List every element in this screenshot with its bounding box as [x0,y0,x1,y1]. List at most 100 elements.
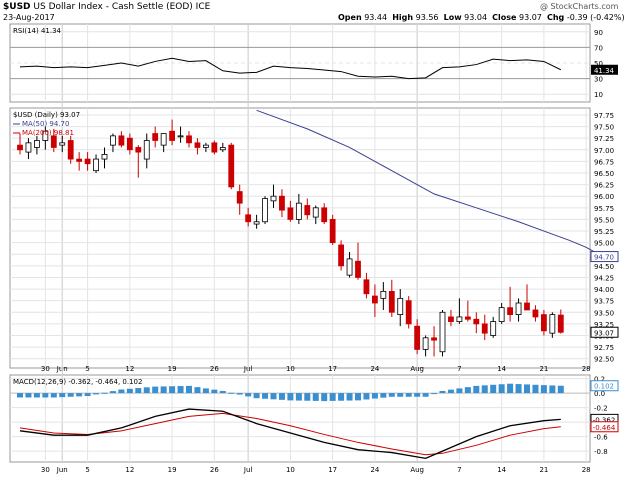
macd-hist-bar-62 [532,384,539,394]
candle-body-48 [422,337,429,350]
candle-body-11 [110,135,116,146]
macd-hist-bar-31 [270,393,277,400]
high-value: 93.56 [415,13,439,22]
macd-hist-bar-51 [439,390,446,394]
macd-hist-bar-16 [143,387,150,394]
price-x-tick-7: 10 [286,365,295,373]
price-x-tick-0: 30 [41,365,50,373]
candle-body-64 [557,314,564,333]
macd-x-tick-3: 12 [125,466,134,474]
candle-body-44 [388,290,395,313]
chart-date: 23-Aug-2017 [3,13,55,22]
macd-hist-bar-22 [194,387,201,394]
macd-hist-bar-61 [524,384,530,394]
macd-hist-bar-33 [287,393,294,401]
macd-y-tick-2: -0.2 [594,405,608,413]
price-y-tick-0: 97.75 [594,112,614,120]
macd-hist-bar-44 [380,393,387,398]
macd-y-tick-4: -0.6 [594,434,608,442]
candle-body-18 [169,130,176,141]
macd-hist-bar-54 [464,387,471,394]
macd-hist-bar-63 [540,385,547,394]
candle-body-4 [50,135,57,148]
candle-body-8 [84,158,91,165]
candle-body-51 [448,316,454,322]
macd-hist-bar-10 [93,393,100,395]
ma50-label: MA(50) 94.70 [22,120,69,128]
macd-label: MACD(12,26,9) -0.362, -0.464, 0.102 [13,378,142,386]
candle-body-33 [295,202,302,220]
macd-hist-bar-39 [338,393,345,401]
macd-hist-bar-11 [101,392,108,394]
rsi-label: RSI(14) 41.34 [13,27,62,35]
rsi-y-tick-3: 30 [594,76,603,84]
candle-body-0 [17,144,23,151]
candle-body-40 [355,260,361,278]
macd-hist-bar-26 [228,392,235,394]
candle-body-15 [143,140,150,160]
candle-body-30 [270,195,277,202]
macd-hist-bar-38 [329,393,336,401]
open-value: 93.44 [364,13,388,22]
symbol-title: $USD US Dollar Index - Cash Settle (EOD)… [3,2,210,12]
macd-x-tick-5: 26 [210,466,219,474]
price-y-tick-9: 95.50 [594,216,614,224]
high-label: High [392,13,414,22]
candle-body-49 [431,337,437,341]
macd-hist-bar-45 [388,393,395,397]
price-x-tick-11: 7 [457,365,461,373]
price-y-tick-5: 96.50 [594,170,614,178]
signal-badge-box [590,421,619,433]
macd-x-tick-14: 28 [582,466,591,474]
macd-hist-bar-14 [126,388,133,394]
chg-value: -0.39 (-0.42%) [566,13,625,22]
candle-body-53 [464,316,471,320]
price-x-tick-13: 21 [539,365,548,373]
price-y-tick-2: 97.25 [594,135,614,143]
macd-hist-bar-21 [186,385,192,394]
ma50-badge: 94.70 [594,254,614,262]
close-badge: 93.07 [594,329,614,337]
open-label: Open [338,13,362,22]
candle-body-23 [211,142,218,153]
candle-body-3 [42,130,49,141]
price-x-tick-2: 5 [85,365,89,373]
macd-hist-bar-24 [211,389,218,394]
rsi-y-tick-1: 70 [594,44,603,52]
candle-body-55 [481,323,488,334]
macd-hist-bar-19 [169,386,176,394]
macd-hist-bar-52 [447,389,454,394]
candle-body-13 [126,137,133,151]
candle-body-2 [34,140,40,148]
macd-hist-bar-56 [481,385,488,394]
price-x-tick-5: 26 [210,365,219,373]
price-y-tick-16: 93.75 [594,298,614,306]
candle-body-57 [498,307,505,322]
macd-hist-bar-15 [135,388,142,394]
price-x-tick-9: 24 [370,365,379,373]
ma50-line [256,109,604,258]
price-y-tick-4: 96.75 [594,158,614,166]
price-y-tick-1: 97.50 [594,124,614,132]
low-value: 93.04 [464,13,488,22]
candle-body-14 [135,147,142,153]
price-x-tick-14: 28 [582,365,591,373]
macd-hist-bar-4 [42,393,49,398]
candle-body-58 [507,307,514,316]
candle-body-9 [93,158,99,172]
candle-body-10 [101,154,108,160]
candle-body-25 [228,144,235,188]
low-label: Low [443,13,462,22]
candle-body-56 [490,321,497,336]
instrument-name: US Dollar Index - Cash Settle (EOD) ICE [33,2,211,12]
candle-body-22 [202,144,209,148]
close-label: Close [492,13,517,22]
candle-body-42 [371,295,378,304]
rsi-y-tick-0: 90 [594,29,603,37]
candle-body-29 [262,198,268,223]
macd-x-tick-13: 21 [539,466,548,474]
symbol: $USD [3,2,31,12]
macd-hist-bar-57 [490,384,497,394]
macd-x-tick-1: Jun [56,466,68,474]
